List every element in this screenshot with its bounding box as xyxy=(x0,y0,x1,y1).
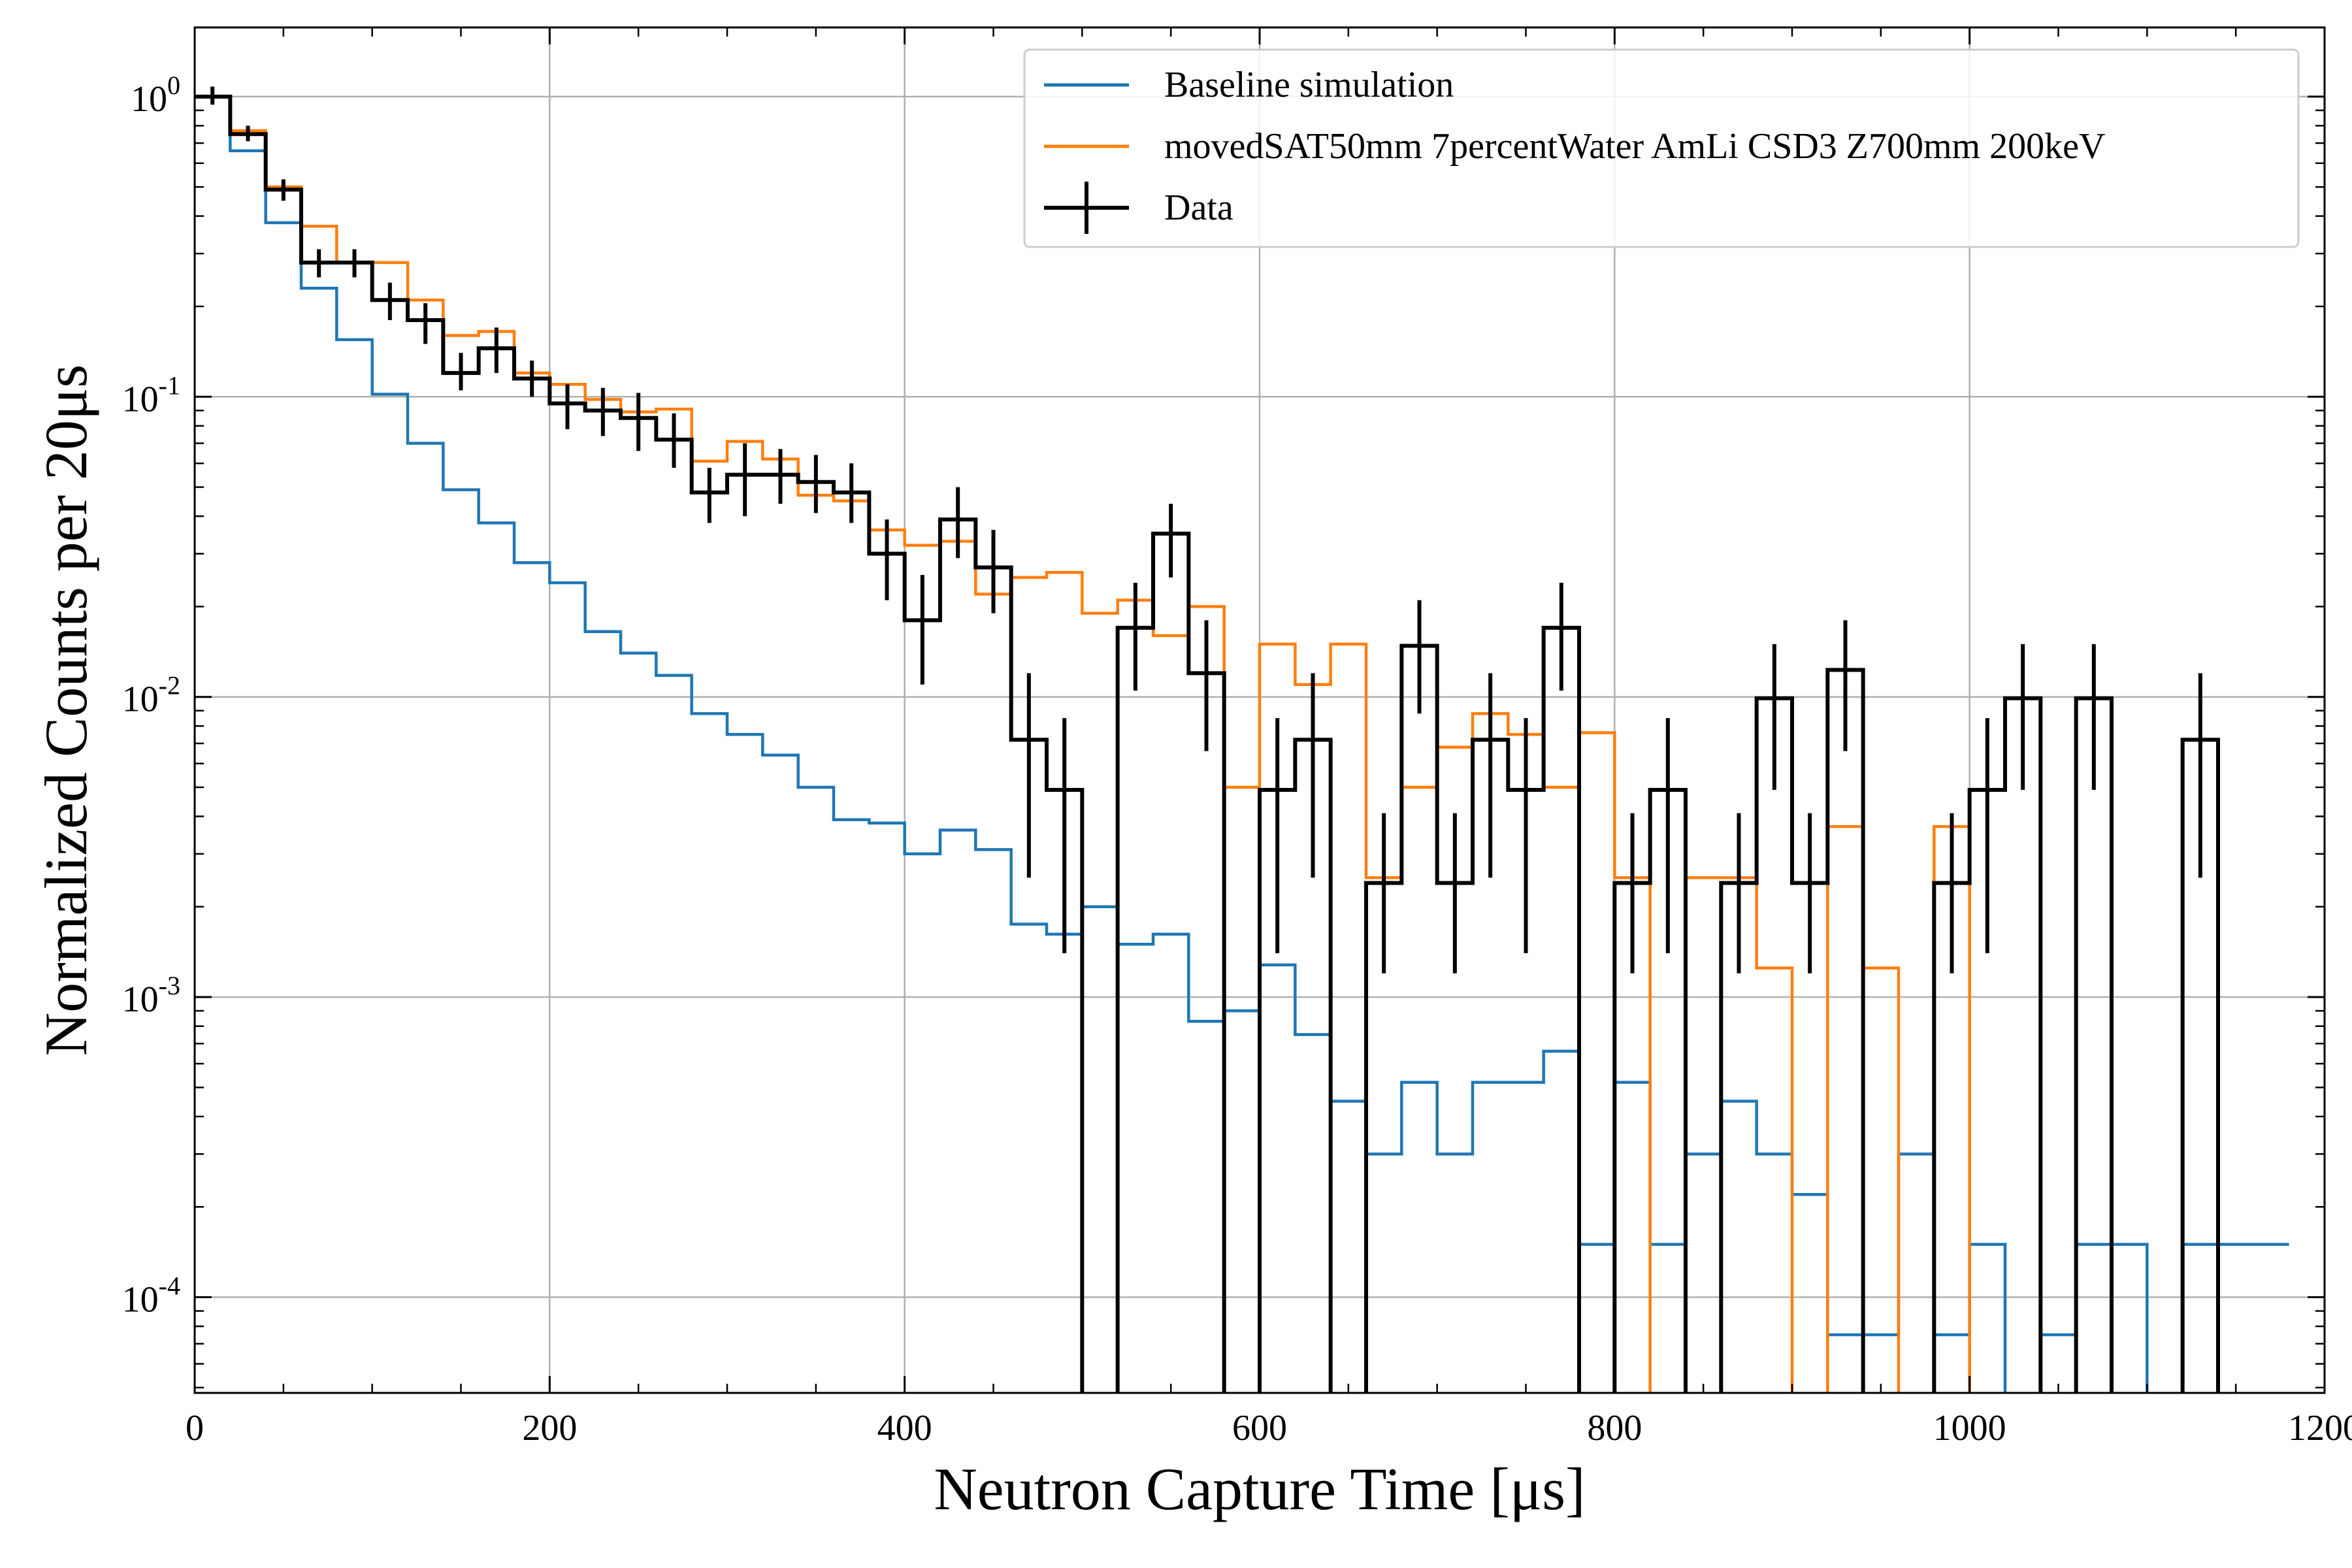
y-tick-base: 10 xyxy=(122,679,159,720)
y-tick-exponent: -4 xyxy=(159,1271,180,1301)
y-tick-base: 10 xyxy=(122,979,159,1020)
legend: Baseline simulation movedSAT50mm 7percen… xyxy=(1023,48,2300,248)
y-tick-exponent: -1 xyxy=(159,370,180,400)
y-tick-base: 10 xyxy=(131,79,167,120)
x-axis-title: Neutron Capture Time [μs] xyxy=(934,1456,1585,1522)
x-tick-label: 200 xyxy=(522,1408,577,1448)
y-tick-label: 10-1 xyxy=(122,370,180,419)
y-tick-exponent: -3 xyxy=(159,971,180,1000)
legend-label-baseline: Baseline simulation xyxy=(1164,65,1454,105)
legend-entry-data: Data xyxy=(1044,182,1233,234)
x-tick-label: 400 xyxy=(877,1408,932,1448)
legend-label-data: Data xyxy=(1164,188,1233,228)
legend-label-moved-sat: movedSAT50mm 7percentWater AmLi CSD3 Z70… xyxy=(1164,126,2105,167)
x-tick-label: 800 xyxy=(1587,1408,1642,1448)
legend-box xyxy=(1023,48,2300,248)
x-tick-label: 0 xyxy=(186,1408,204,1448)
ticks xyxy=(193,27,2326,1393)
y-tick-label: 100 xyxy=(131,71,180,120)
legend-entry-baseline: Baseline simulation xyxy=(1044,65,1454,105)
y-tick-label: 10-4 xyxy=(122,1271,180,1320)
series-layer xyxy=(195,86,2289,1393)
y-tick-base: 10 xyxy=(122,379,159,419)
series-2-step-line xyxy=(195,94,2220,1393)
y-tick-exponent: 0 xyxy=(167,71,180,100)
y-axis-title: Normalized Counts per 20μs xyxy=(33,365,99,1056)
y-tick-label: 10-2 xyxy=(122,671,180,720)
y-tick-label: 10-3 xyxy=(122,971,180,1020)
y-tick-base: 10 xyxy=(122,1280,159,1320)
series-1-step-line xyxy=(195,95,1971,1393)
x-tick-label: 600 xyxy=(1232,1408,1287,1448)
plot-area xyxy=(195,86,2289,1393)
x-tick-label: 1000 xyxy=(1933,1408,2006,1448)
legend-entry-moved-sat: movedSAT50mm 7percentWater AmLi CSD3 Z70… xyxy=(1044,126,2105,167)
x-tick-label: 1200 xyxy=(2288,1408,2352,1448)
y-tick-exponent: -2 xyxy=(159,671,180,700)
